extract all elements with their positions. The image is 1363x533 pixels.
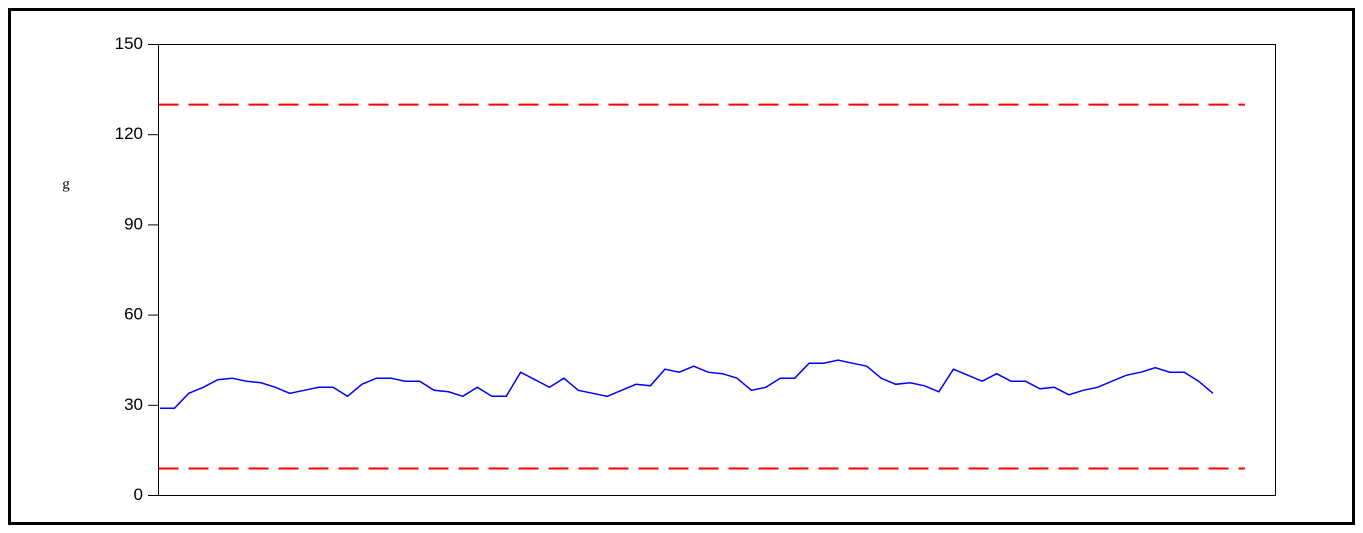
- y-tick-label: 120: [115, 124, 143, 143]
- y-tick-label: 90: [124, 214, 143, 233]
- y-axis-label: g: [62, 176, 70, 192]
- data-line: [160, 359, 1214, 410]
- y-tick-label: 150: [115, 34, 143, 53]
- y-tick-label: 30: [124, 395, 143, 414]
- frame: [8, 8, 1355, 525]
- y-tick-label: 0: [134, 485, 143, 504]
- y-tick-label: 60: [124, 305, 143, 324]
- plot-area: [158, 44, 1276, 496]
